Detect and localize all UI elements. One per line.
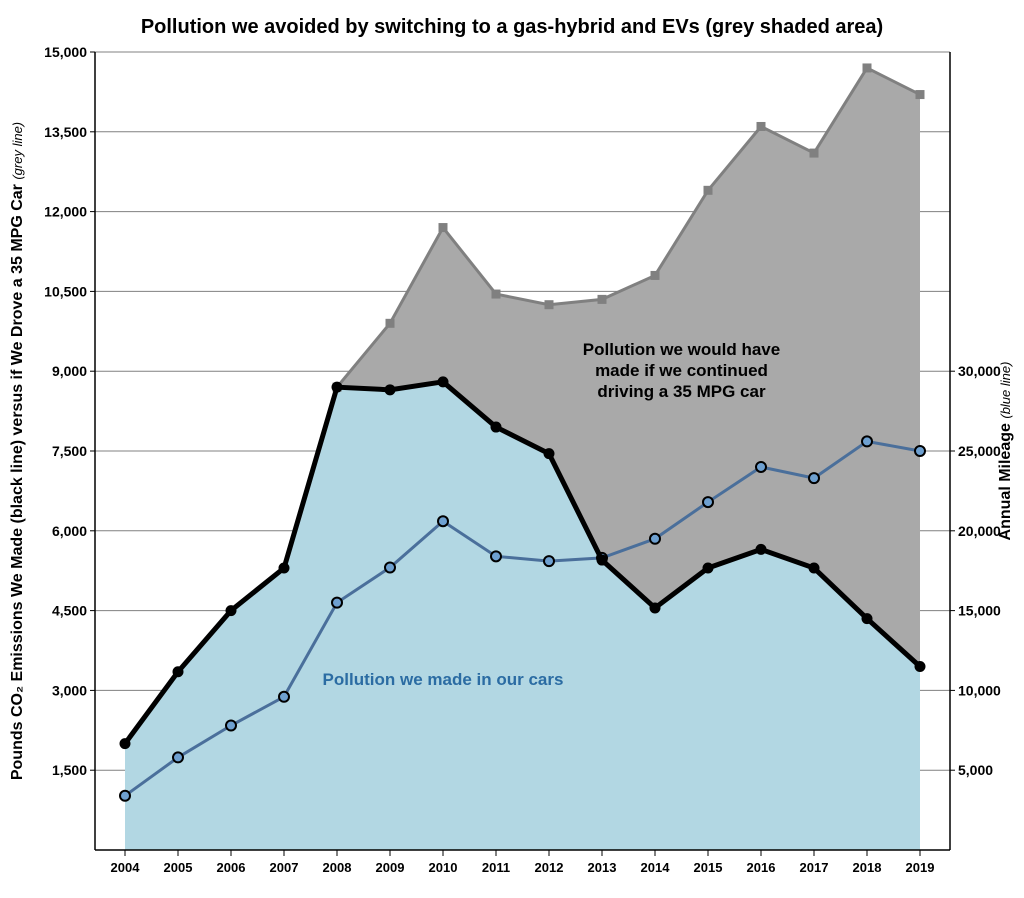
x-tick-label: 2016 (747, 860, 776, 875)
blue-marker (756, 462, 766, 472)
x-tick-label: 2012 (535, 860, 564, 875)
grey-marker (704, 186, 712, 194)
x-tick-label: 2006 (217, 860, 246, 875)
black-marker (809, 563, 819, 573)
grey-marker (810, 149, 818, 157)
x-tick-label: 2019 (906, 860, 935, 875)
black-marker (385, 385, 395, 395)
grey-marker (651, 271, 659, 279)
blue-marker (544, 556, 554, 566)
x-tick-label: 2011 (482, 860, 510, 875)
blue-marker (703, 497, 713, 507)
grey-marker (492, 290, 500, 298)
blue-marker (279, 692, 289, 702)
black-marker (226, 606, 236, 616)
y-left-tick-label: 4,500 (52, 603, 87, 619)
y-left-tick-label: 10,500 (44, 283, 87, 299)
y-left-tick-label: 12,000 (44, 204, 87, 220)
black-marker (597, 555, 607, 565)
grey-marker (598, 295, 606, 303)
y-right-tick-label: 10,000 (958, 682, 1001, 698)
grey-marker (757, 122, 765, 130)
grey-marker (545, 301, 553, 309)
blue-marker (491, 551, 501, 561)
x-tick-label: 2015 (694, 860, 723, 875)
x-tick-label: 2010 (429, 860, 458, 875)
y-right-tick-label: 15,000 (958, 603, 1001, 619)
blue-marker (915, 446, 925, 456)
y-right-tick-label: 20,000 (958, 523, 1001, 539)
blue-marker (862, 436, 872, 446)
blue-marker (385, 563, 395, 573)
black-marker (915, 661, 925, 671)
annotation-grey-text: Pollution we would have (583, 340, 780, 359)
x-tick-label: 2004 (111, 860, 141, 875)
blue-marker (332, 598, 342, 608)
black-marker (279, 563, 289, 573)
grey-marker (439, 224, 447, 232)
y-left-tick-label: 9,000 (52, 363, 87, 379)
x-tick-label: 2008 (323, 860, 352, 875)
chart-svg: 1,500 3,000 4,500 6,000 7,500 9,000 10,500 12,0… (0, 0, 1024, 898)
blue-marker (173, 752, 183, 762)
y-right-tick-label: 5,000 (958, 762, 993, 778)
blue-marker (120, 791, 130, 801)
black-marker (862, 614, 872, 624)
black-marker (703, 563, 713, 573)
x-tick-label: 2013 (588, 860, 617, 875)
y-left-tick-label: 1,500 (52, 762, 87, 778)
y-right-tick-label: 25,000 (958, 443, 1001, 459)
x-tick-label: 2009 (376, 860, 405, 875)
x-tick-label: 2005 (164, 860, 193, 875)
black-marker (438, 377, 448, 387)
annotation-grey-text: made if we continued (595, 361, 768, 380)
chart-container: Pollution we avoided by switching to a g… (0, 0, 1024, 898)
chart-title: Pollution we avoided by switching to a g… (0, 16, 1024, 39)
black-marker (756, 544, 766, 554)
black-marker (173, 667, 183, 677)
y-left-tick-label: 3,000 (52, 682, 87, 698)
x-tick-label: 2007 (270, 860, 299, 875)
black-marker (544, 449, 554, 459)
x-tick-label: 2017 (800, 860, 829, 875)
black-marker (491, 422, 501, 432)
y-left-tick-label: 15,000 (44, 44, 87, 60)
y-left-tick-label: 7,500 (52, 443, 87, 459)
y-left-tick-label: 6,000 (52, 523, 87, 539)
black-marker (332, 382, 342, 392)
x-tick-label: 2014 (641, 860, 671, 875)
x-tick-label: 2018 (853, 860, 882, 875)
grey-marker (386, 319, 394, 327)
annotation-blue-text: Pollution we made in our cars (323, 670, 564, 689)
blue-marker (809, 473, 819, 483)
grey-marker (916, 91, 924, 99)
black-marker (120, 739, 130, 749)
black-marker (650, 603, 660, 613)
y-axis-right-label: Annual Mileage (blue line) (997, 52, 1015, 850)
blue-marker (226, 721, 236, 731)
y-left-tick-label: 13,500 (44, 124, 87, 140)
y-axis-left-label: Pounds CO₂ Emissions We Made (black line… (9, 52, 27, 850)
blue-marker (438, 516, 448, 526)
grey-marker (863, 64, 871, 72)
annotation-grey-text: driving a 35 MPG car (597, 382, 766, 401)
y-right-tick-label: 30,000 (958, 363, 1001, 379)
blue-marker (650, 534, 660, 544)
